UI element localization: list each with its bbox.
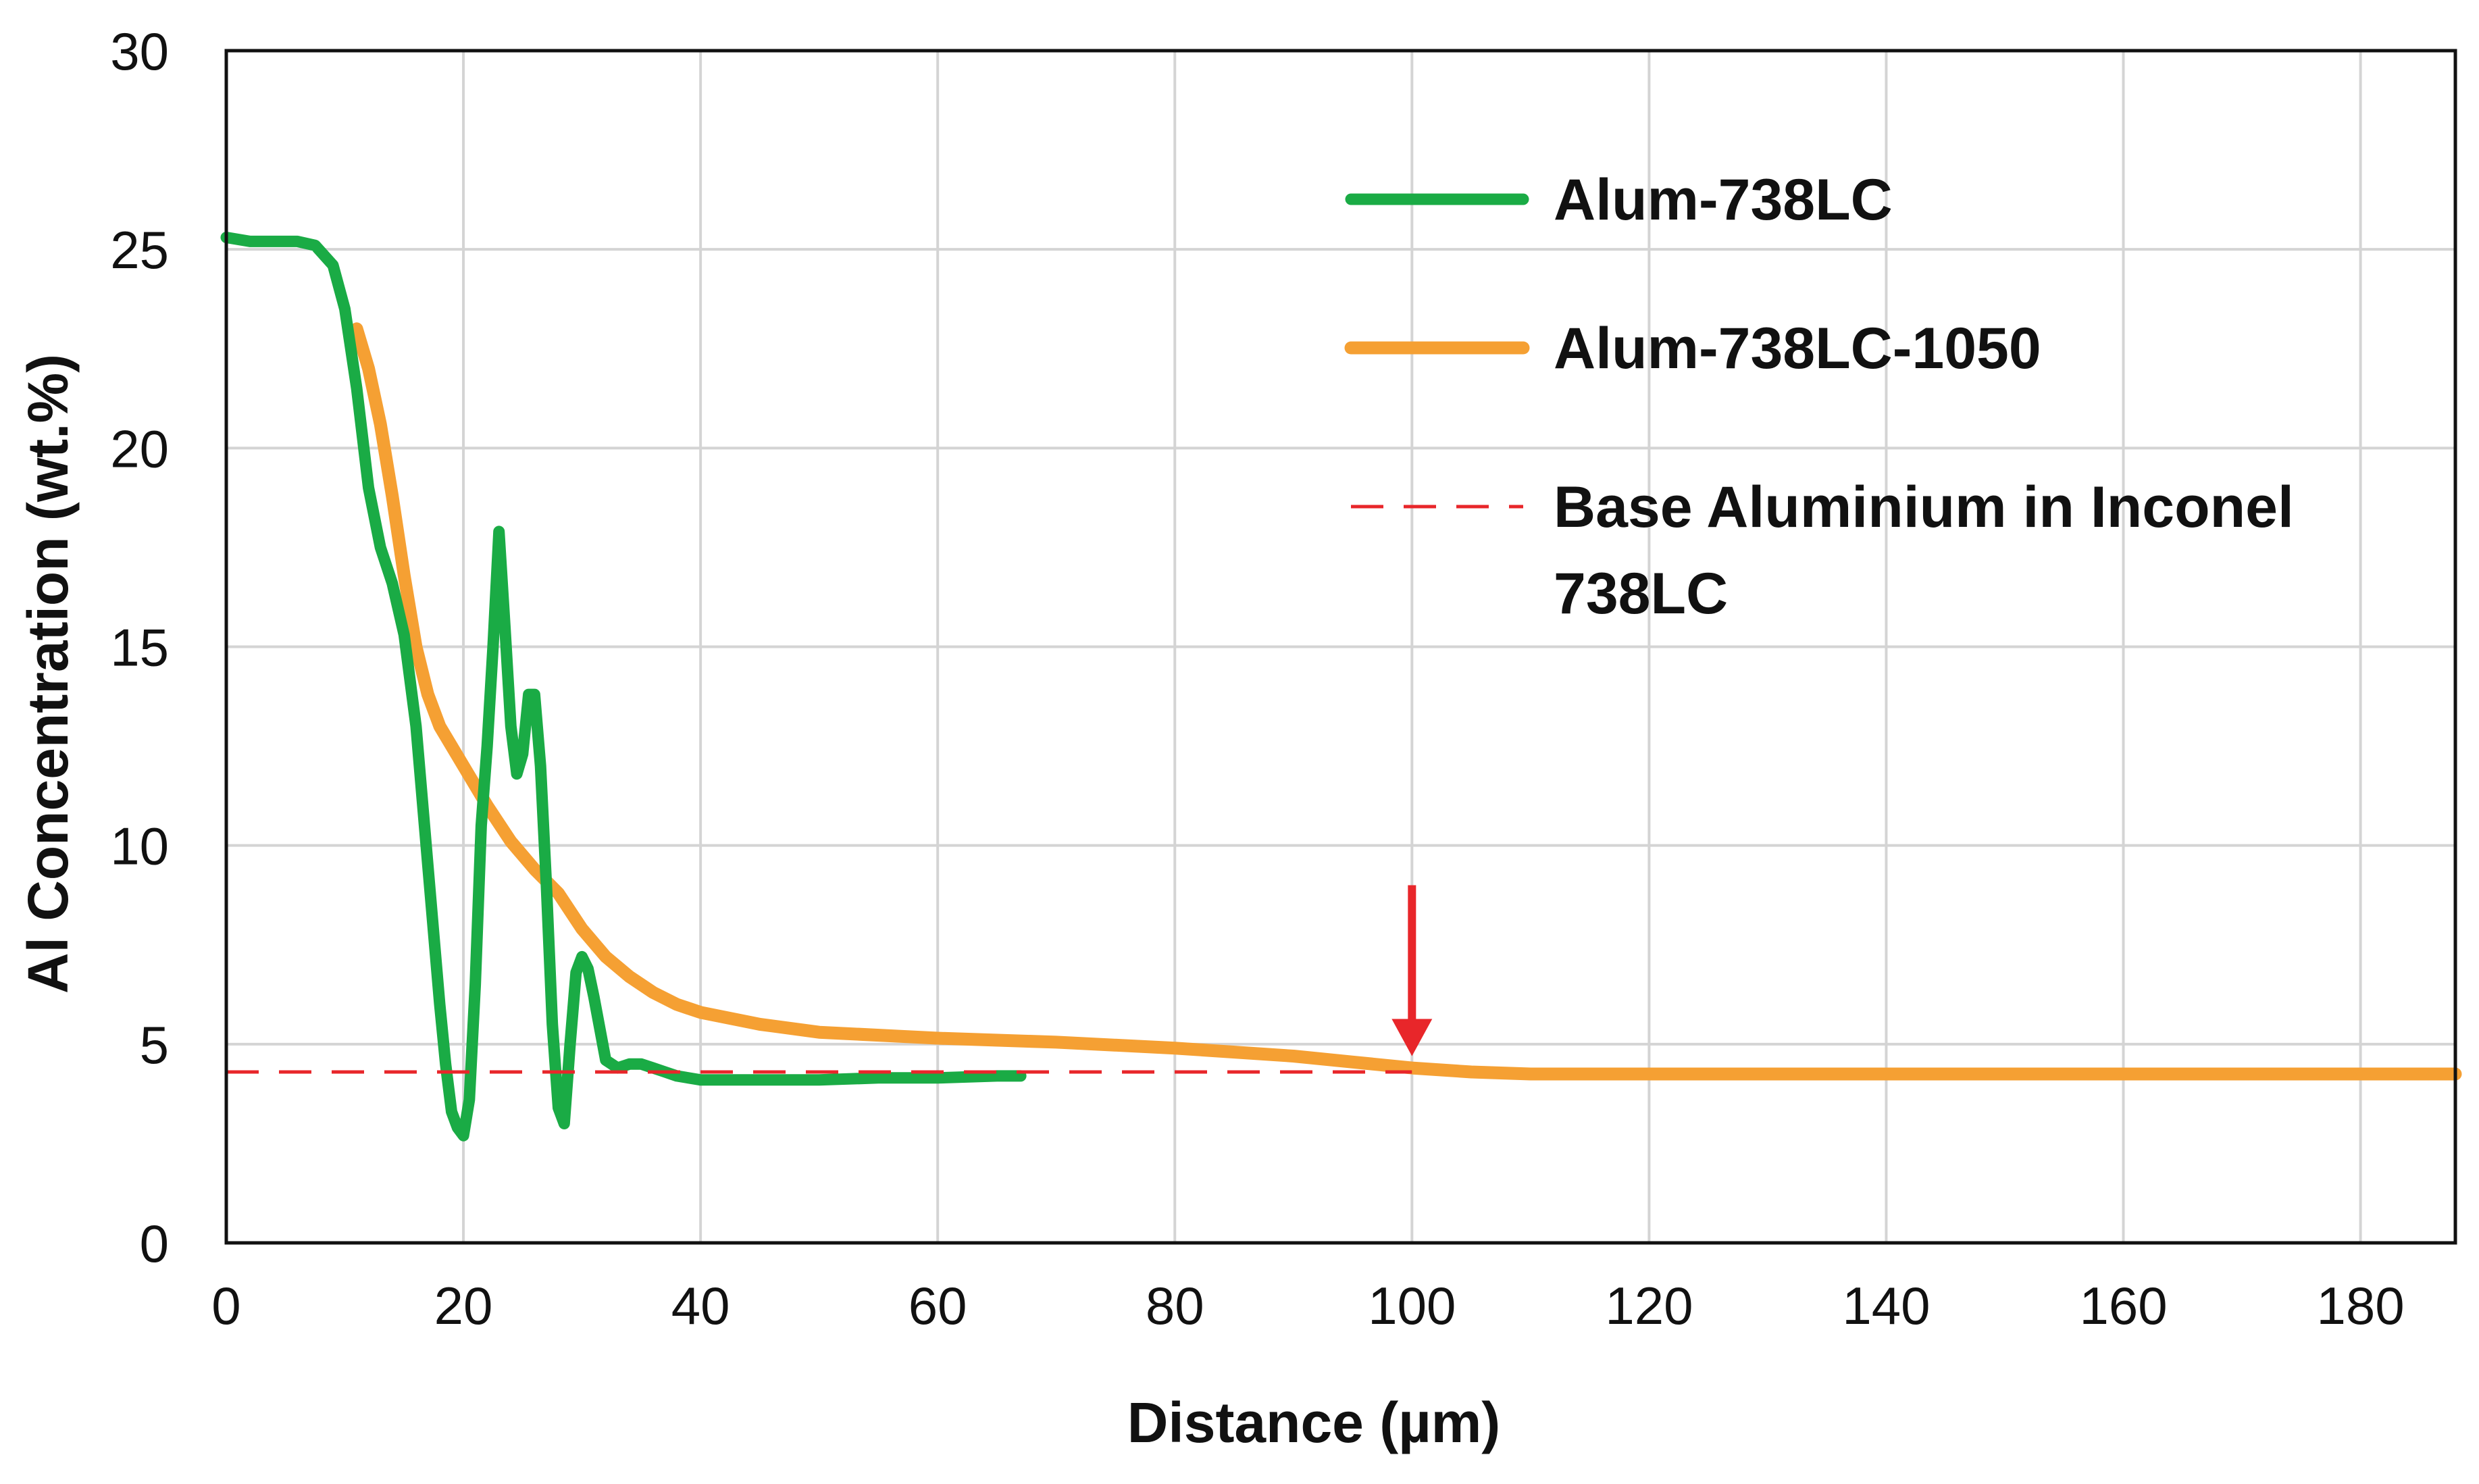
x-tick-label: 160 (2079, 1276, 2167, 1335)
y-tick-label: 20 (110, 419, 169, 478)
x-tick-label: 100 (1368, 1276, 1456, 1335)
plot-frame (224, 49, 2457, 1245)
legend-label: Base Aluminium in Inconel 738LC (1554, 475, 2294, 626)
grid-layer (226, 49, 2455, 1243)
legend-label: Alum-738LC-1050 (1554, 316, 2041, 381)
legend: Alum-738LC Alum-738LC-1050 Base Aluminium … (1344, 168, 2294, 626)
y-tick-label: 30 (110, 22, 169, 81)
x-tick-label: 60 (909, 1276, 967, 1335)
arrow-head (1391, 1019, 1433, 1056)
legend-label: Alum-738LC (1554, 168, 1893, 232)
x-tick-label: 120 (1605, 1276, 1693, 1335)
x-tick-label: 80 (1146, 1276, 1204, 1335)
x-tick-label: 140 (1842, 1276, 1930, 1335)
tick-layer: 0 20 40 60 80 100 120 140 160 180 0 5 10 15 20 25 30 (110, 22, 2404, 1335)
series-line-alum-738lc (220, 232, 1027, 1142)
y-tick-label: 0 (140, 1214, 169, 1273)
y-tick-label: 15 (110, 618, 169, 677)
x-tick-label: 180 (2317, 1276, 2405, 1335)
series-layer (220, 232, 2462, 1142)
y-tick-label: 5 (140, 1015, 169, 1075)
y-tick-label: 10 (110, 817, 169, 876)
x-tick-label: 40 (671, 1276, 730, 1335)
x-axis-title: Distance (µm) (1127, 1391, 1501, 1454)
x-tick-label: 20 (434, 1276, 493, 1335)
series-line-alum-738lc-1050 (350, 322, 2462, 1081)
x-tick-label: 0 (211, 1276, 240, 1335)
y-tick-label: 25 (110, 220, 169, 280)
annotation-layer (1391, 885, 1433, 1056)
y-axis-title: Al Concentration (wt.%) (16, 354, 80, 994)
